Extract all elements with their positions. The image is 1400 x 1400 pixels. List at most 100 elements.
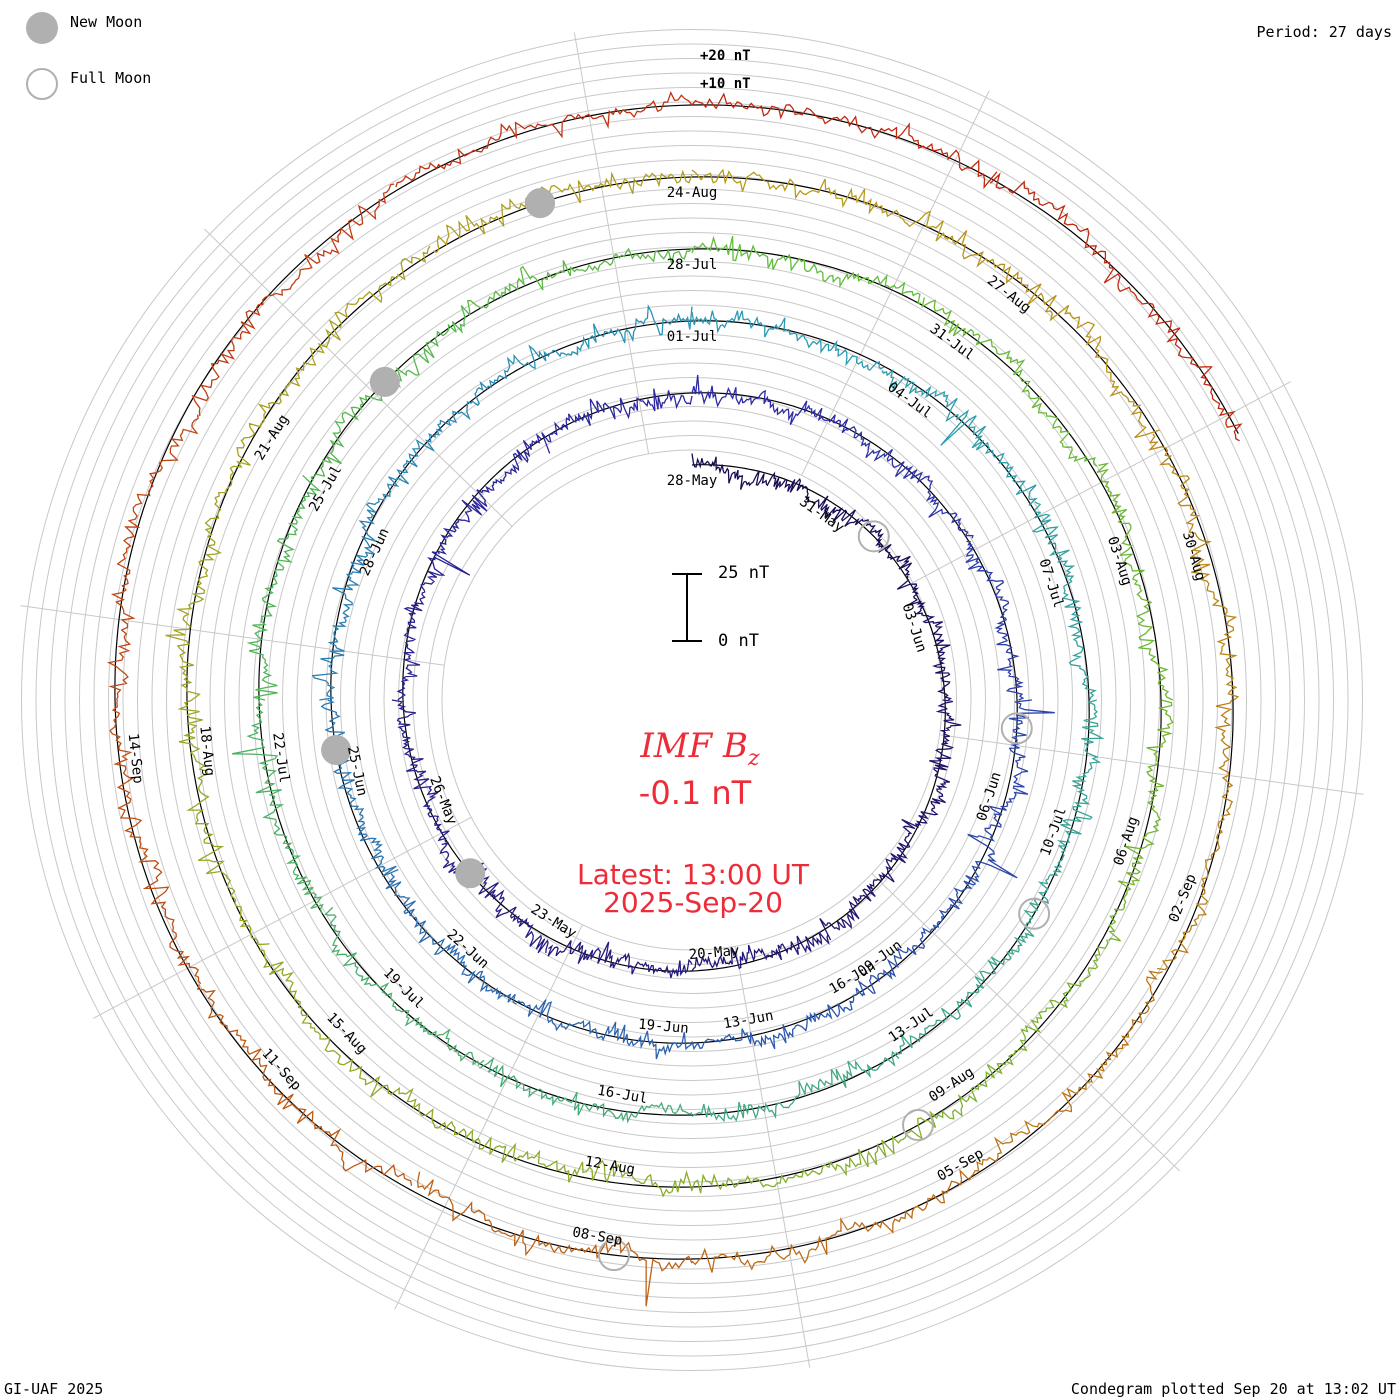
new-moon-marker bbox=[525, 188, 556, 219]
footer-plotted: Condegram plotted Sep 20 at 13:02 UT bbox=[1070, 1380, 1396, 1398]
zero-baseline bbox=[114, 104, 1234, 1260]
series-trace-1 bbox=[396, 551, 471, 701]
grid-spoke bbox=[573, 32, 650, 454]
series-trace-4 bbox=[177, 699, 270, 945]
date-label: 08-Sep bbox=[571, 1224, 624, 1249]
series-trace-3 bbox=[466, 247, 693, 316]
series-trace-1 bbox=[896, 575, 952, 701]
grid-ring bbox=[253, 261, 1131, 1139]
grid-ring bbox=[79, 87, 1305, 1313]
series-trace-4 bbox=[241, 245, 431, 441]
full-moon-marker bbox=[902, 1109, 935, 1142]
date-label: 18-Aug bbox=[196, 725, 217, 777]
zero-baseline bbox=[330, 320, 1018, 1044]
full-moon-marker bbox=[1000, 712, 1033, 745]
grid-spoke bbox=[871, 873, 1181, 1172]
date-labels: 20-May23-May26-May28-May31-May03-Jun06-J… bbox=[125, 185, 1209, 1249]
grid-ring bbox=[93, 101, 1291, 1299]
zero-baseline bbox=[186, 176, 1162, 1188]
series-trace-3 bbox=[895, 898, 1040, 1055]
date-label: 28-May bbox=[667, 473, 718, 489]
series-trace-3 bbox=[1031, 501, 1097, 701]
full-moon-icon bbox=[26, 68, 58, 100]
grid-ring bbox=[35, 43, 1349, 1357]
new-moon-marker bbox=[369, 366, 400, 397]
imf-title: IMF Bz bbox=[0, 726, 1400, 771]
series-trace-4 bbox=[691, 235, 922, 304]
series-trace-4 bbox=[921, 297, 1098, 467]
series-trace-1 bbox=[807, 495, 913, 576]
series-trace-1 bbox=[391, 699, 450, 843]
scale-bar bbox=[686, 573, 688, 641]
grid-ring bbox=[369, 377, 1015, 1023]
series-trace-4 bbox=[432, 169, 693, 253]
new-moon-label: New Moon bbox=[70, 13, 143, 31]
grid-ring bbox=[238, 246, 1146, 1154]
scale-bar-top-label: 25 nT bbox=[718, 563, 770, 583]
grid-rings bbox=[21, 29, 1363, 1371]
grid-spokes bbox=[20, 32, 1364, 1368]
grid-ring bbox=[151, 159, 1233, 1241]
grid-ring bbox=[267, 275, 1117, 1125]
moon-markers bbox=[321, 188, 1051, 1272]
series-trace-4 bbox=[258, 949, 447, 1129]
date-label: 19-Jul bbox=[380, 965, 427, 1012]
series-trace-6 bbox=[691, 92, 998, 190]
date-label: 07-Jul bbox=[1035, 557, 1066, 610]
grid-ring bbox=[50, 58, 1334, 1342]
series-trace-5 bbox=[1157, 699, 1234, 971]
date-label: 22-Jul bbox=[269, 732, 292, 784]
series-trace-5 bbox=[395, 91, 693, 188]
grid-spoke bbox=[93, 816, 472, 1019]
series-trace-4 bbox=[929, 939, 1109, 1120]
grid-ring bbox=[325, 333, 1059, 1067]
grid-ring bbox=[427, 435, 957, 965]
series-trace-2 bbox=[847, 425, 974, 539]
grid-ring bbox=[166, 174, 1218, 1226]
date-label: 22-Jun bbox=[443, 926, 491, 972]
grid-ring bbox=[311, 319, 1073, 1081]
series-trace-3 bbox=[479, 1056, 693, 1124]
series-trace-3 bbox=[881, 368, 1038, 506]
series-trace-5 bbox=[691, 168, 956, 245]
series-trace-1 bbox=[819, 825, 915, 941]
series-trace-4 bbox=[691, 1113, 937, 1194]
series-trace-3 bbox=[246, 474, 322, 701]
series-trace-1 bbox=[691, 453, 810, 502]
date-label: 19-Jun bbox=[638, 1017, 690, 1037]
footer-credit: GI-UAF 2025 bbox=[4, 1380, 104, 1398]
series-trace-4 bbox=[165, 439, 251, 701]
series-trace-1 bbox=[541, 388, 693, 454]
series-trace-1 bbox=[691, 931, 830, 972]
series-trace-2 bbox=[857, 864, 981, 996]
full-moon-marker bbox=[1018, 897, 1051, 930]
grid-spoke bbox=[203, 228, 513, 527]
series-trace-5 bbox=[196, 984, 413, 1186]
date-label: 28-Jun bbox=[357, 526, 393, 579]
series-trace-6 bbox=[1212, 398, 1243, 442]
full-moon-marker bbox=[857, 520, 890, 553]
series-trace-5 bbox=[191, 183, 395, 416]
series-trace-1 bbox=[547, 940, 693, 979]
series-trace-5 bbox=[1147, 433, 1240, 701]
grid-ring bbox=[296, 304, 1088, 1096]
imf-value: -0.1 nT bbox=[638, 774, 752, 812]
new-moon-marker bbox=[321, 735, 352, 766]
series-trace-6 bbox=[989, 172, 1214, 400]
series-trace-2 bbox=[503, 303, 693, 379]
series-trace-2 bbox=[311, 515, 377, 701]
series-trace-4 bbox=[1108, 699, 1174, 942]
grid-ring bbox=[21, 29, 1363, 1371]
scale-top-label: +20 nT bbox=[700, 48, 751, 64]
imf-title-subscript: z bbox=[748, 745, 760, 771]
grid-spoke bbox=[734, 946, 811, 1368]
grid-ring bbox=[282, 290, 1102, 1110]
series-trace-3 bbox=[324, 906, 485, 1066]
series-trace-3 bbox=[691, 1050, 900, 1123]
series-trace-2 bbox=[965, 540, 1025, 701]
period-label: Period: 27 days bbox=[1256, 23, 1392, 41]
series-trace-2 bbox=[517, 999, 693, 1060]
grid-ring bbox=[180, 188, 1204, 1212]
series-trace-4 bbox=[443, 1120, 693, 1198]
grid-ring bbox=[224, 232, 1160, 1168]
